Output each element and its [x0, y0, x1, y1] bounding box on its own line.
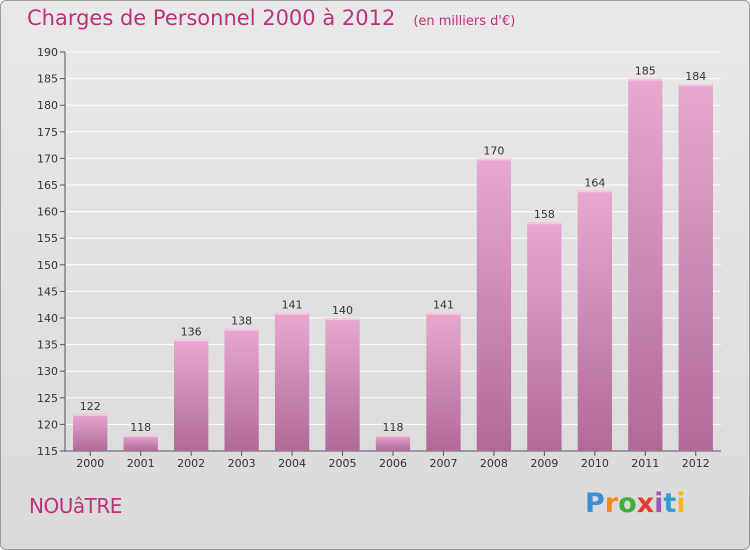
value-label-2002: 136 [181, 325, 202, 338]
y-tick-label: 150 [37, 259, 58, 272]
commune-name: NOUâTRE [29, 494, 122, 518]
value-label-2005: 140 [332, 304, 353, 317]
logo-letter: t [663, 488, 677, 519]
y-tick-label: 130 [37, 365, 58, 378]
logo-letter: x [636, 488, 655, 519]
y-tick-label: 185 [37, 73, 58, 86]
chart-title-text: Charges de Personnel 2000 à 2012 [27, 6, 396, 30]
x-tick-label-2008: 2008 [480, 457, 508, 470]
bar-2000 [73, 413, 108, 451]
bar-highlight [73, 413, 108, 416]
bar-2006 [375, 435, 411, 451]
y-tick-label: 170 [37, 152, 58, 165]
bar-2005 [325, 318, 360, 451]
bar-highlight [224, 328, 259, 331]
bar-highlight [123, 435, 158, 438]
y-tick-label: 175 [37, 126, 58, 139]
value-label-2007: 141 [433, 299, 454, 312]
bar-2011 [628, 78, 663, 451]
proxiti-logo[interactable]: Proxiti [585, 488, 686, 519]
x-tick-label-2011: 2011 [631, 457, 659, 470]
y-tick-label: 140 [37, 312, 58, 325]
logo-letter: o [618, 488, 637, 519]
x-tick-label-2012: 2012 [682, 457, 710, 470]
bar-highlight [274, 312, 310, 315]
x-tick-label-2007: 2007 [429, 457, 457, 470]
value-label-2010: 164 [584, 176, 605, 189]
value-label-2011: 185 [635, 65, 656, 78]
value-label-2008: 170 [483, 144, 504, 157]
bar-highlight [426, 312, 461, 315]
bar-highlight [173, 339, 209, 342]
y-tick-label: 125 [37, 392, 58, 405]
bar-highlight [375, 435, 411, 438]
bar-highlight [325, 318, 360, 320]
bar-2004 [274, 312, 310, 451]
y-tick-label: 115 [37, 445, 58, 458]
bar-2009 [527, 222, 562, 451]
y-tick-label: 190 [37, 46, 58, 59]
grid-lines [65, 51, 721, 452]
y-tick-label: 120 [37, 418, 58, 431]
bar-2007 [426, 312, 461, 451]
bar-highlight [577, 190, 613, 193]
value-label-2012: 184 [685, 70, 706, 83]
x-tick-label-2001: 2001 [127, 457, 155, 470]
logo-letter: r [604, 488, 619, 519]
bar-highlight [527, 222, 562, 225]
x-tick-label-2009: 2009 [530, 457, 558, 470]
logo-letter: i [676, 488, 686, 519]
bar-2012 [678, 83, 713, 452]
axes: 115 120 125 130 135 140 145 150 155 160 165 170 175 1… [37, 46, 721, 470]
y-tick-label: 160 [37, 206, 58, 219]
value-label-2004: 141 [282, 299, 303, 312]
bar-2001 [123, 435, 158, 451]
value-label-2001: 118 [130, 421, 151, 434]
bar-highlight [476, 158, 512, 161]
y-tick-label: 165 [37, 179, 58, 192]
y-tick-label: 155 [37, 232, 58, 245]
y-tick-label: 145 [37, 285, 58, 298]
chart-subtitle: (en milliers d'€) [413, 14, 516, 29]
logo-letter: i [654, 488, 664, 519]
value-label-2003: 138 [231, 315, 252, 328]
x-tick-label-2002: 2002 [177, 457, 205, 470]
bar-2008 [476, 158, 512, 451]
value-label-2000: 122 [80, 400, 101, 413]
x-tick-label-2003: 2003 [228, 457, 256, 470]
bar-highlight [628, 78, 663, 81]
bar-2010 [577, 190, 613, 451]
value-label-2006: 118 [383, 421, 404, 434]
y-tick-label: 135 [37, 339, 58, 352]
x-tick-label-2004: 2004 [278, 457, 306, 470]
labels: 122 118 136 138 141 140 118 141 170 158 164 185 184 [80, 65, 707, 434]
value-label-2009: 158 [534, 208, 555, 221]
x-tick-label-2006: 2006 [379, 457, 407, 470]
bars [73, 78, 713, 452]
bar-highlight [678, 83, 713, 86]
chart-title: Charges de Personnel 2000 à 2012 (en mill… [27, 6, 515, 30]
bar-2002 [173, 339, 209, 451]
bar-2003 [224, 328, 259, 451]
x-tick-label-2005: 2005 [329, 457, 357, 470]
x-tick-label-2000: 2000 [76, 457, 104, 470]
x-tick-label-2010: 2010 [581, 457, 609, 470]
y-tick-label: 180 [37, 99, 58, 112]
logo-letter: P [585, 488, 605, 519]
